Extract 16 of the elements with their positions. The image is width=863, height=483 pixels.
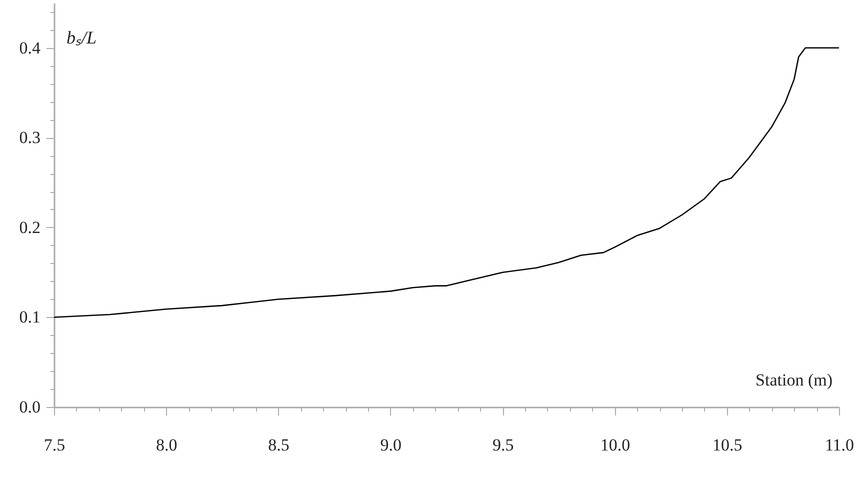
y-axis-title: bₛ/L xyxy=(66,28,97,48)
line-series xyxy=(54,47,839,318)
y-tick-label: 0.0 xyxy=(19,398,40,416)
x-tick-label: 8.0 xyxy=(156,436,178,454)
x-tick-label: 9.0 xyxy=(380,436,402,454)
x-tick-label: 7.5 xyxy=(44,436,66,454)
x-tick-label: 10.0 xyxy=(600,436,630,454)
y-tick-label: 0.4 xyxy=(19,38,41,58)
x-tick-label: 9.5 xyxy=(492,436,514,454)
y-tick-label: 0.3 xyxy=(19,128,40,148)
y-tick-label: 0.2 xyxy=(19,218,40,237)
y-tick-label: 0.1 xyxy=(19,308,40,327)
x-axis-title: Station (m) xyxy=(756,370,832,390)
x-tick-label: 10.5 xyxy=(712,436,742,454)
x-tick-label: 11.0 xyxy=(824,436,854,454)
x-tick-label: 8.5 xyxy=(268,436,290,454)
